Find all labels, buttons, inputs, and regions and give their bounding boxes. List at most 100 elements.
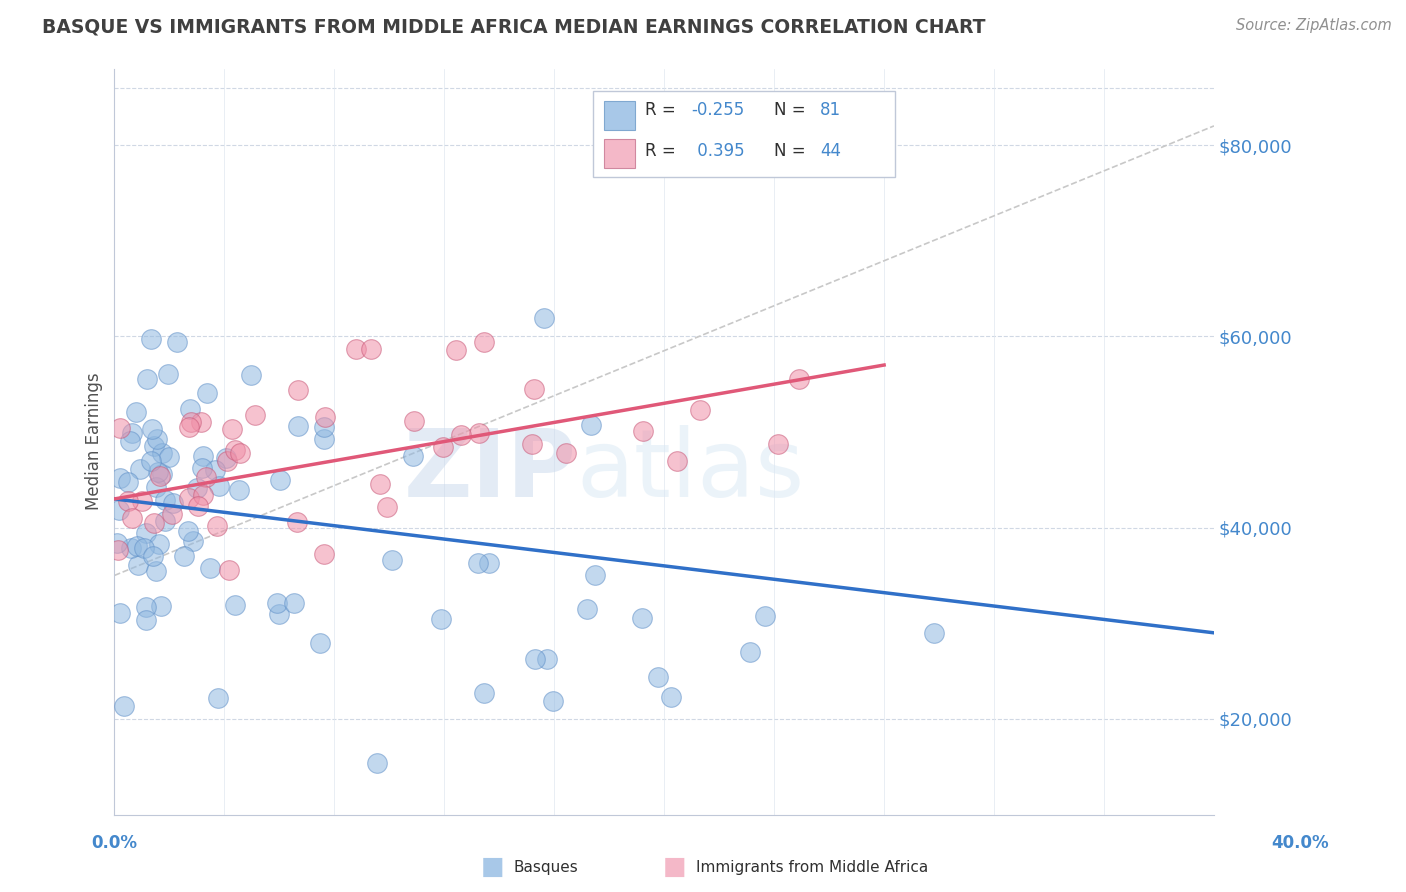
Point <box>149 469 172 483</box>
Point <box>191 449 214 463</box>
Point <box>221 422 243 436</box>
Point <box>579 418 602 433</box>
Point <box>218 563 240 577</box>
Point <box>121 510 143 524</box>
Point <box>312 548 335 562</box>
Point <box>229 446 252 460</box>
Point <box>522 437 544 451</box>
Text: R =: R = <box>645 102 682 120</box>
Point <box>215 451 238 466</box>
Point <box>478 556 501 570</box>
Point <box>269 473 291 487</box>
Point <box>141 332 163 346</box>
Point <box>173 549 195 563</box>
Point <box>150 467 173 482</box>
Point <box>536 652 558 666</box>
Point <box>177 524 200 538</box>
Point <box>309 636 332 650</box>
Point <box>430 612 453 626</box>
Point <box>107 543 129 558</box>
Bar <box>603 139 634 168</box>
Point <box>468 425 491 440</box>
Text: ■: ■ <box>481 855 503 879</box>
Point <box>204 463 226 477</box>
Point <box>314 410 336 425</box>
Point <box>177 419 200 434</box>
Point <box>787 372 810 386</box>
Text: N =: N = <box>775 143 811 161</box>
Point <box>583 567 606 582</box>
Point <box>134 541 156 556</box>
Point <box>738 644 761 658</box>
Text: 0.395: 0.395 <box>692 143 744 161</box>
Point <box>266 596 288 610</box>
Point <box>155 492 177 507</box>
Text: atlas: atlas <box>576 425 804 517</box>
Text: 44: 44 <box>820 143 841 161</box>
Point <box>135 600 157 615</box>
Point <box>766 436 789 450</box>
Point <box>187 499 209 513</box>
Point <box>198 561 221 575</box>
Point <box>402 449 425 463</box>
Point <box>157 450 180 464</box>
Point <box>446 343 468 358</box>
Point <box>575 602 598 616</box>
Point <box>166 334 188 349</box>
Point <box>472 686 495 700</box>
Point <box>142 549 165 564</box>
Point <box>149 599 172 613</box>
Point <box>269 607 291 622</box>
Point <box>145 564 167 578</box>
Point <box>141 422 163 436</box>
Point <box>472 334 495 349</box>
Point <box>523 652 546 666</box>
Text: ■: ■ <box>664 855 686 879</box>
Point <box>125 405 148 419</box>
Point <box>377 500 399 515</box>
Point <box>191 488 214 502</box>
Point <box>108 502 131 516</box>
Point <box>121 425 143 440</box>
Point <box>665 454 688 468</box>
Point <box>112 699 135 714</box>
Point <box>129 462 152 476</box>
Point <box>360 343 382 357</box>
Point <box>205 518 228 533</box>
Point <box>754 608 776 623</box>
Point <box>148 537 170 551</box>
Text: BASQUE VS IMMIGRANTS FROM MIDDLE AFRICA MEDIAN EARNINGS CORRELATION CHART: BASQUE VS IMMIGRANTS FROM MIDDLE AFRICA … <box>42 18 986 37</box>
Point <box>287 383 309 397</box>
Point <box>543 694 565 708</box>
Point <box>108 607 131 621</box>
Point <box>108 471 131 485</box>
Point <box>224 598 246 612</box>
Point <box>633 424 655 438</box>
Point <box>659 690 682 704</box>
Text: 81: 81 <box>820 102 841 120</box>
Point <box>344 343 367 357</box>
Point <box>450 428 472 442</box>
Y-axis label: Median Earnings: Median Earnings <box>86 373 103 510</box>
Text: ZIP: ZIP <box>404 425 576 517</box>
Point <box>180 415 202 429</box>
Point <box>207 691 229 706</box>
Point <box>145 479 167 493</box>
Point <box>146 465 169 479</box>
Point <box>314 420 336 434</box>
Text: Source: ZipAtlas.com: Source: ZipAtlas.com <box>1236 18 1392 33</box>
Point <box>647 670 669 684</box>
Point <box>135 525 157 540</box>
Point <box>143 439 166 453</box>
Text: N =: N = <box>775 102 811 120</box>
Point <box>105 536 128 550</box>
Text: 40.0%: 40.0% <box>1271 834 1329 852</box>
Point <box>215 454 238 468</box>
Point <box>287 418 309 433</box>
Point <box>467 557 489 571</box>
Point <box>523 382 546 396</box>
Point <box>181 533 204 548</box>
Text: -0.255: -0.255 <box>692 102 745 120</box>
Point <box>208 479 231 493</box>
Point <box>156 367 179 381</box>
